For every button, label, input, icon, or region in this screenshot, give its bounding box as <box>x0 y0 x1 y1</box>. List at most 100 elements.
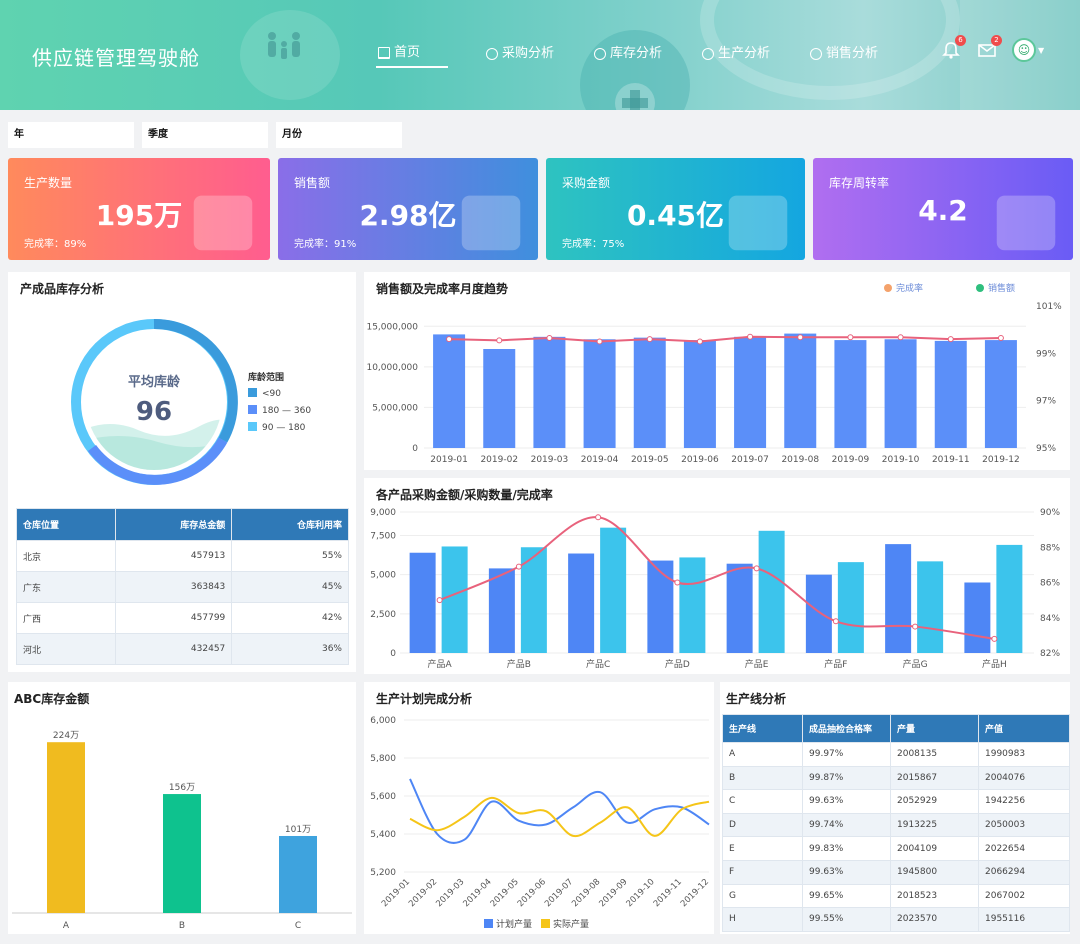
bar[interactable] <box>409 552 436 653</box>
rate-point[interactable] <box>436 597 443 604</box>
month-filter[interactable]: 月份 <box>276 122 402 148</box>
rate-point[interactable] <box>446 336 453 343</box>
bar[interactable] <box>683 340 716 448</box>
x-tick-label: 产品C <box>586 658 610 670</box>
x-tick-label: 2019-06 <box>681 455 719 465</box>
bar[interactable] <box>885 544 912 653</box>
kpi-card[interactable]: 销售额 2.98亿 完成率：91% <box>278 158 538 260</box>
nav-sales[interactable]: 销售分析 <box>808 40 880 68</box>
rate-point[interactable] <box>515 563 522 570</box>
x-tick-label: 2019-12 <box>982 455 1020 465</box>
bar[interactable] <box>633 337 666 448</box>
bar[interactable] <box>600 527 627 653</box>
bar[interactable] <box>834 340 867 448</box>
kpi-rate: 完成率：75% <box>562 239 625 250</box>
notification-button[interactable]: 6 <box>940 35 966 61</box>
bar[interactable] <box>734 336 767 448</box>
table-cell: 2022654 <box>978 836 1070 861</box>
rate-point[interactable] <box>947 336 954 343</box>
rate-point[interactable] <box>847 334 854 341</box>
bar[interactable] <box>533 336 566 448</box>
rate-point[interactable] <box>997 334 1004 341</box>
pie-icon <box>486 48 498 60</box>
rate-point[interactable] <box>646 336 653 343</box>
quarter-filter[interactable]: 季度 <box>142 122 268 148</box>
bar[interactable] <box>726 563 753 653</box>
year-filter[interactable]: 年 <box>8 122 134 148</box>
bar[interactable] <box>679 557 706 653</box>
rate-point[interactable] <box>753 565 760 572</box>
x-tick-label: 2019-08 <box>570 877 602 909</box>
x-tick-label: 2019-11 <box>932 455 970 465</box>
bar[interactable] <box>433 334 466 448</box>
bar[interactable] <box>996 544 1023 653</box>
rate-point[interactable] <box>596 338 603 345</box>
table-row: C 99.63% 2052929 1942256 <box>722 789 1070 814</box>
kpi-rate: 完成率：91% <box>294 239 357 250</box>
user-menu[interactable]: ☺ ▼ <box>1012 38 1044 62</box>
rate-point[interactable] <box>546 334 553 341</box>
bar[interactable] <box>483 349 516 448</box>
bar[interactable] <box>784 333 817 448</box>
bar[interactable] <box>488 568 515 653</box>
y2-tick-label: 86% <box>1040 579 1060 589</box>
table-cell: 2008135 <box>890 742 979 767</box>
bar[interactable] <box>583 339 616 448</box>
table-cell: 2018523 <box>890 883 979 909</box>
nav-inventory[interactable]: 库存分析 <box>592 40 664 68</box>
filter-bar: 年 季度 月份 <box>8 122 402 148</box>
legend-swatch <box>976 284 984 292</box>
nav-home[interactable]: 首页 <box>376 40 448 68</box>
y-tick-label: 7,500 <box>370 532 396 542</box>
rate-point[interactable] <box>832 618 839 625</box>
panel-title: 各产品采购金额/采购数量/完成率 <box>376 488 553 502</box>
bar[interactable] <box>279 835 317 913</box>
rate-point[interactable] <box>991 635 998 642</box>
x-tick-label: 2019-09 <box>832 455 870 465</box>
kpi-label: 销售额 <box>294 176 331 190</box>
nav-production[interactable]: 生产分析 <box>700 40 772 68</box>
nav-label: 采购分析 <box>502 46 555 61</box>
bar[interactable] <box>47 742 85 913</box>
rate-point[interactable] <box>674 579 681 586</box>
kpi-card[interactable]: 库存周转率 4.2 <box>813 158 1073 260</box>
rate-point[interactable] <box>912 623 919 630</box>
bar[interactable] <box>917 561 944 653</box>
bar[interactable] <box>884 339 917 448</box>
bar[interactable] <box>647 560 674 653</box>
legend-swatch <box>248 388 257 397</box>
y-tick-label: 5,800 <box>370 754 396 764</box>
rate-point[interactable] <box>747 333 754 340</box>
nav-purchase[interactable]: 采购分析 <box>484 40 556 68</box>
x-tick-label: 产品A <box>428 658 453 670</box>
mail-button[interactable]: 2 <box>976 35 1002 61</box>
x-tick-label: 2019-01 <box>430 455 468 465</box>
rate-point[interactable] <box>595 514 602 521</box>
rate-point[interactable] <box>897 334 904 341</box>
rate-point[interactable] <box>696 338 703 345</box>
bar[interactable] <box>964 582 991 654</box>
table-cell: F <box>722 859 803 885</box>
bar[interactable] <box>934 340 967 448</box>
kpi-card[interactable]: 采购金额 0.45亿 完成率：75% <box>546 158 805 260</box>
bar[interactable] <box>837 562 864 653</box>
bar[interactable] <box>441 546 468 653</box>
sales-trend-chart: 0 5,000,000 10,000,000 15,000,000 95% 97% 99% 1… <box>366 282 1062 465</box>
bar[interactable] <box>163 794 201 913</box>
rate-point[interactable] <box>797 334 804 341</box>
legend-label: 90 — 180 <box>262 423 306 433</box>
bar[interactable] <box>520 547 547 653</box>
table-row: F 99.63% 1945800 2066294 <box>722 859 1070 885</box>
bar[interactable] <box>984 340 1017 448</box>
bar[interactable] <box>805 574 832 653</box>
table-header: 库存总金额 <box>114 508 233 541</box>
bar[interactable] <box>568 553 595 653</box>
kpi-card[interactable]: 生产数量 195万 完成率：89% <box>8 158 270 260</box>
x-tick-label: 产品E <box>745 658 769 670</box>
data-label: 224万 <box>53 731 79 741</box>
bar[interactable] <box>758 530 785 653</box>
y-tick-label: 10,000,000 <box>366 363 418 373</box>
table-cell: 2052929 <box>890 789 979 814</box>
rate-point[interactable] <box>496 337 503 344</box>
y2-tick-label: 95% <box>1036 444 1056 454</box>
